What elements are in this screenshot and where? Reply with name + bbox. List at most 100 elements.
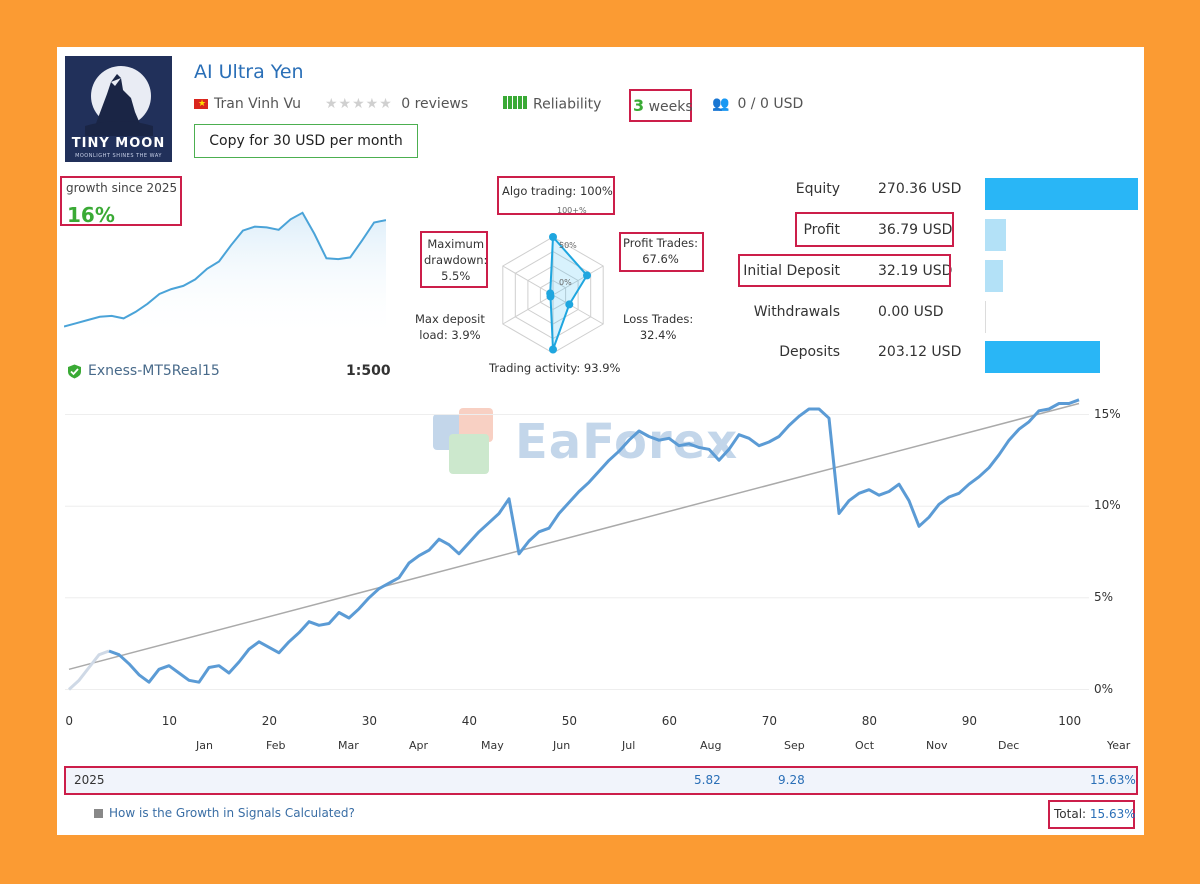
age-weeks: 3 weeks bbox=[633, 96, 693, 115]
weeks-word: weeks bbox=[648, 99, 693, 115]
stat-label: Profit bbox=[803, 222, 840, 238]
x-tick-label: 80 bbox=[861, 714, 878, 728]
stat-value: 203.12 USD bbox=[878, 344, 962, 360]
radar-point-drawdown bbox=[546, 289, 555, 298]
weeks-highlight bbox=[629, 89, 692, 122]
stat-value: 0.00 USD bbox=[878, 304, 944, 320]
author-name: Tran Vinh Vu bbox=[214, 96, 302, 112]
drawdown-highlight bbox=[420, 231, 488, 288]
mini-growth-chart bbox=[64, 211, 386, 339]
year-row-highlight bbox=[64, 766, 1138, 795]
copy-button[interactable]: Copy for 30 USD per month bbox=[194, 124, 418, 158]
watermark-logo-icon bbox=[433, 408, 493, 474]
stat-label: Equity bbox=[795, 181, 840, 197]
radar-maxload-label: Max deposit load: 3.9% bbox=[415, 311, 485, 343]
radar-point-algo bbox=[549, 233, 557, 241]
radar-spoke bbox=[502, 294, 554, 325]
radar-activity-label: Trading activity: 93.9% bbox=[489, 361, 621, 375]
stat-bar bbox=[985, 260, 1004, 292]
logo-tagline: MOONLIGHT SHINES THE WAY bbox=[75, 153, 162, 159]
radar-spoke bbox=[502, 265, 554, 296]
total-label: Total: bbox=[1054, 807, 1087, 821]
rating[interactable]: ★★★★★ 0 reviews bbox=[325, 96, 468, 112]
growth-value: 16% bbox=[67, 203, 115, 227]
stat-bar bbox=[985, 341, 1100, 373]
month-label: May bbox=[481, 739, 504, 752]
month-label: Dec bbox=[998, 739, 1020, 752]
trend-line bbox=[68, 402, 1080, 671]
watermark: EaForex bbox=[429, 404, 769, 480]
broker-name: Exness-MT5Real15 bbox=[88, 363, 220, 379]
month-label: Jul bbox=[622, 739, 636, 752]
radar-ring-100: 100+% bbox=[557, 206, 587, 215]
y-tick-label: 15% bbox=[1094, 406, 1121, 421]
x-tick-label: 10 bbox=[161, 714, 178, 728]
radar-point-profit bbox=[583, 271, 591, 280]
radar-maxload-title: Max deposit bbox=[415, 312, 485, 326]
subscribers-value: 0 / 0 USD bbox=[737, 96, 804, 112]
stat-label: Withdrawals bbox=[753, 304, 840, 320]
signal-title[interactable]: AI Ultra Yen bbox=[194, 61, 304, 83]
radar-profit-label: Profit Trades: 67.6% bbox=[623, 235, 698, 267]
provider-logo: TINY MOON MOONLIGHT SHINES THE WAY bbox=[65, 56, 172, 162]
radar-points bbox=[546, 233, 591, 354]
logo-name: TINY MOON bbox=[71, 136, 166, 151]
stat-bar bbox=[985, 301, 986, 333]
radar-chart bbox=[502, 233, 604, 354]
radar-loss-title: Loss Trades: bbox=[623, 312, 694, 326]
mini-chart-line bbox=[64, 211, 386, 328]
broker[interactable]: Exness-MT5Real15 bbox=[67, 363, 220, 379]
subscribers-icon: 👥 bbox=[712, 96, 730, 112]
year-row-aug[interactable]: 5.82 bbox=[694, 773, 721, 787]
radar-ring-50: 50% bbox=[559, 241, 577, 250]
stat-bar bbox=[985, 178, 1138, 210]
stat-value: 270.36 USD bbox=[878, 181, 962, 197]
year-row-bg bbox=[66, 768, 1136, 793]
total-highlight bbox=[1048, 800, 1135, 829]
main-growth-chart bbox=[65, 398, 1089, 691]
author[interactable]: ★ Tran Vinh Vu bbox=[194, 96, 301, 112]
radar-loss-label: Loss Trades: 32.4% bbox=[623, 311, 693, 343]
month-label: Oct bbox=[855, 739, 875, 752]
reliability: Reliability bbox=[503, 96, 601, 113]
year-row-sep[interactable]: 9.28 bbox=[778, 773, 805, 787]
profit-highlight bbox=[795, 212, 954, 247]
stat-label: Deposits bbox=[779, 344, 840, 360]
radar-algo-label: Algo trading: 100% bbox=[502, 184, 613, 198]
month-label: Aug bbox=[700, 739, 722, 752]
stat-bar bbox=[985, 219, 1006, 251]
stat-value: 32.19 USD bbox=[878, 263, 953, 279]
radar-profit-title: Profit Trades: bbox=[623, 236, 699, 250]
vietnam-flag-icon: ★ bbox=[194, 99, 208, 109]
growth-line bbox=[108, 398, 1080, 684]
reliability-bars-icon bbox=[503, 96, 527, 113]
year-row-total[interactable]: 15.63% bbox=[1090, 773, 1136, 787]
profit-trades-highlight bbox=[619, 232, 704, 272]
total: Total: 15.63% bbox=[1054, 807, 1136, 821]
x-tick-label: 20 bbox=[261, 714, 278, 728]
month-label: Jun bbox=[553, 739, 571, 752]
subscribers: 👥 0 / 0 USD bbox=[712, 96, 803, 112]
month-label: Mar bbox=[338, 739, 359, 752]
radar-loss-value: 32.4% bbox=[639, 328, 677, 342]
leverage: 1:500 bbox=[346, 363, 391, 379]
month-label: Jan bbox=[196, 739, 213, 752]
x-tick-label: 40 bbox=[461, 714, 478, 728]
radar-drawdown-subtitle: drawdown: bbox=[424, 253, 488, 267]
y-tick-label: 5% bbox=[1094, 589, 1114, 604]
x-tick-label: 100 bbox=[1058, 714, 1082, 728]
month-label: Sep bbox=[784, 739, 805, 752]
verified-shield-icon bbox=[68, 364, 81, 378]
month-label: Nov bbox=[926, 739, 948, 752]
y-tick-label: 10% bbox=[1094, 498, 1121, 513]
wolf-moon-icon bbox=[85, 66, 153, 136]
radar-drawdown-title: Maximum bbox=[427, 237, 485, 251]
radar-ring-0: 0% bbox=[559, 278, 572, 287]
signal-card: TINY MOON MOONLIGHT SHINES THE WAY AI Ul… bbox=[57, 47, 1144, 835]
help-link[interactable]: How is the Growth in Signals Calculated? bbox=[94, 806, 355, 820]
algo-highlight bbox=[497, 176, 615, 215]
weeks-number: 3 bbox=[633, 96, 645, 115]
radar-profit-value: 67.6% bbox=[642, 252, 679, 266]
mini-chart-area bbox=[64, 212, 386, 339]
radar-spoke bbox=[552, 294, 604, 325]
